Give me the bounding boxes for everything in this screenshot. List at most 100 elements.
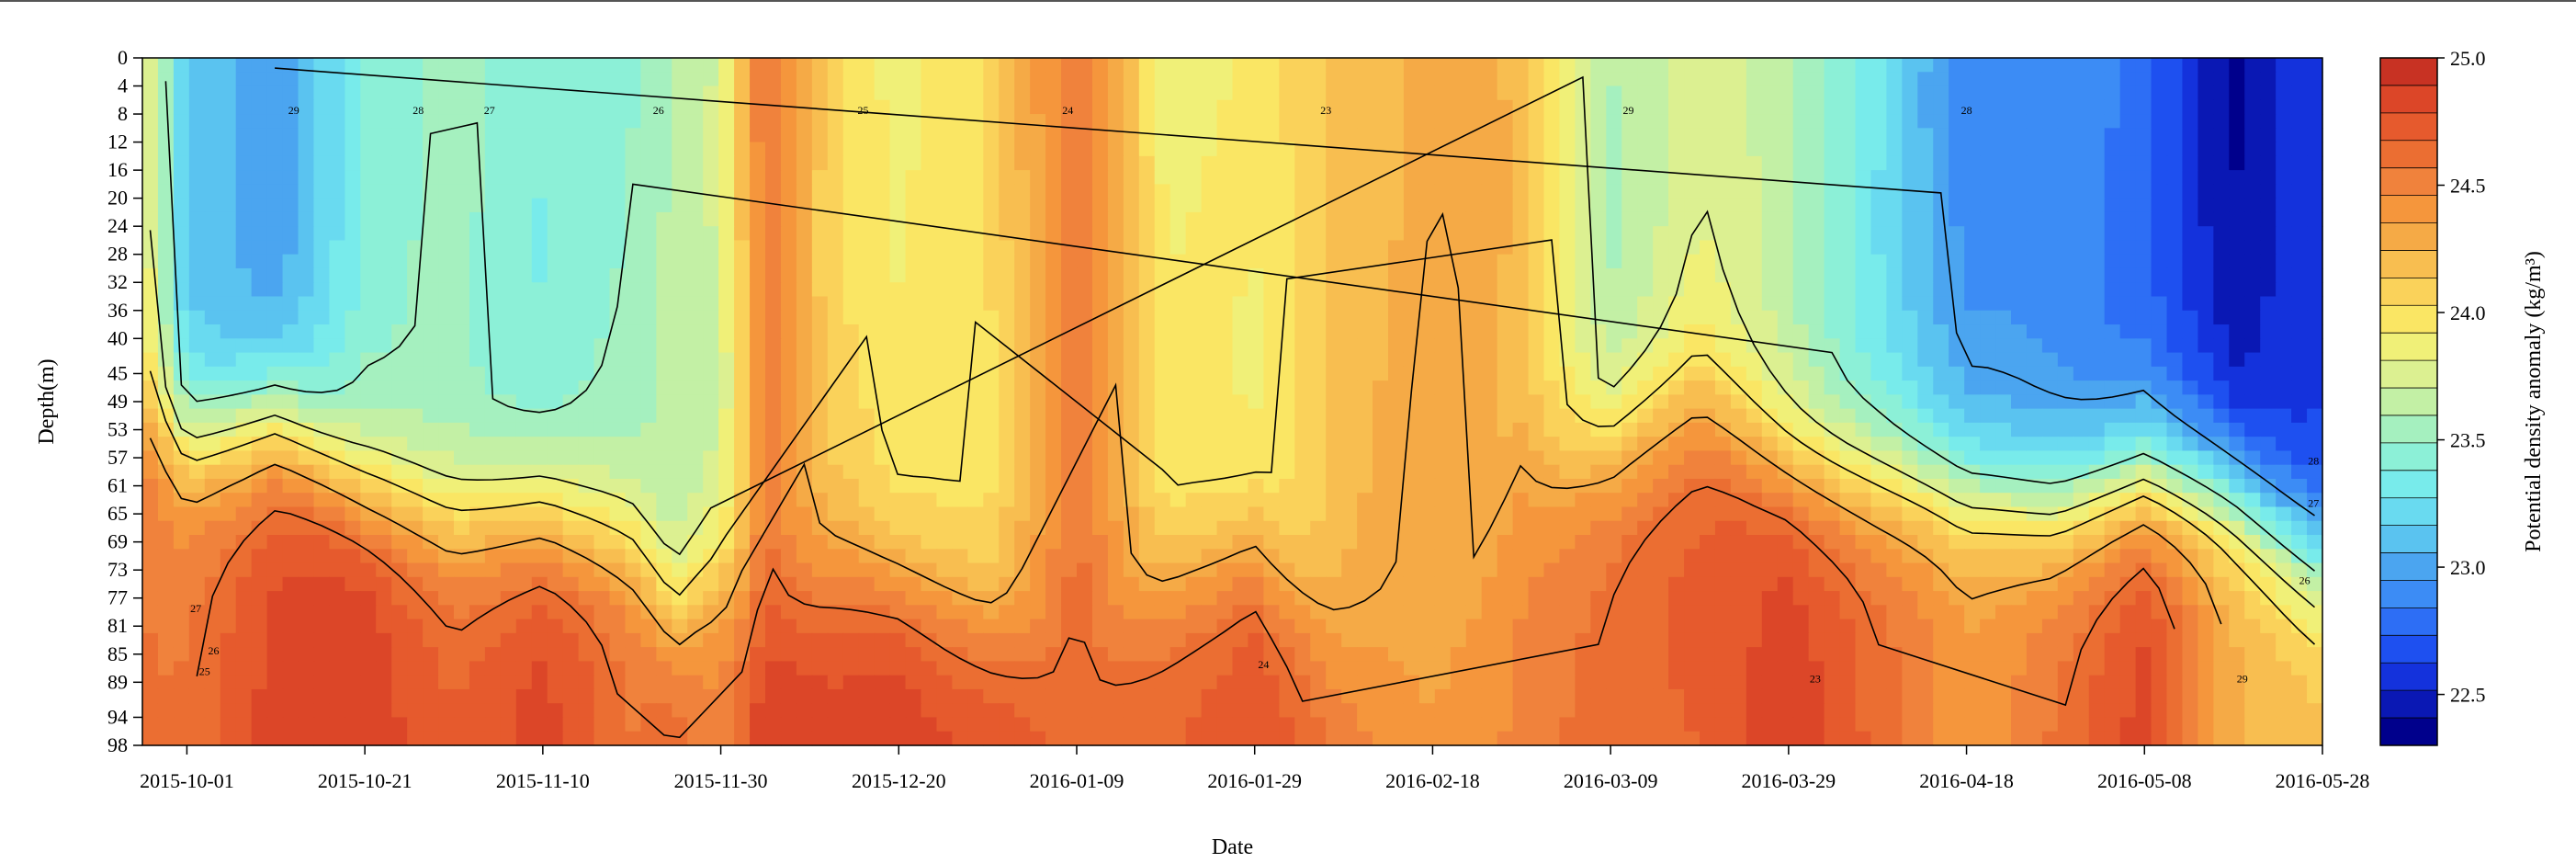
heatmap-cell — [1731, 100, 1747, 115]
heatmap-cell — [2058, 338, 2074, 353]
heatmap-cell — [1248, 437, 1264, 451]
heatmap-cell — [1155, 199, 1171, 213]
heatmap-cell — [1606, 521, 1622, 536]
heatmap-cell — [1326, 450, 1342, 465]
heatmap-cell — [1326, 423, 1342, 437]
heatmap-cell — [532, 338, 548, 353]
heatmap-cell — [1575, 450, 1591, 465]
heatmap-cell — [1030, 324, 1046, 339]
heatmap-cell — [1451, 338, 1467, 353]
heatmap-cell — [2167, 268, 2184, 283]
heatmap-cell — [2276, 311, 2292, 325]
heatmap-cell — [1668, 535, 1685, 550]
heatmap-cell — [952, 493, 968, 507]
heatmap-cell — [2105, 311, 2121, 325]
heatmap-cell — [1762, 72, 1779, 86]
heatmap-cell — [797, 156, 813, 171]
heatmap-cell — [967, 282, 984, 297]
heatmap-cell — [1435, 58, 1452, 73]
heatmap-cell — [828, 394, 844, 409]
heatmap-cell — [485, 549, 502, 563]
heatmap-cell — [797, 380, 813, 395]
heatmap-cell — [1045, 199, 1062, 213]
heatmap-cell — [734, 240, 751, 255]
heatmap-cell — [703, 72, 719, 86]
heatmap-cell — [921, 409, 938, 424]
heatmap-cell — [1310, 506, 1327, 521]
heatmap-cell — [1466, 226, 1483, 241]
heatmap-cell — [2276, 297, 2292, 312]
heatmap-cell — [2260, 58, 2277, 73]
heatmap-cell — [1778, 86, 1794, 101]
heatmap-cell — [407, 156, 424, 171]
heatmap-cell — [1886, 394, 1903, 409]
heatmap-cell — [1606, 549, 1622, 563]
heatmap-cell — [1762, 184, 1779, 199]
heatmap-cell — [1092, 212, 1109, 227]
heatmap-cell — [1466, 114, 1483, 129]
heatmap-cell — [1263, 535, 1280, 550]
heatmap-cell — [718, 338, 735, 353]
heatmap-cell — [718, 506, 735, 521]
heatmap-cell — [1451, 493, 1467, 507]
heatmap-cell — [360, 199, 377, 213]
heatmap-cell — [812, 170, 829, 185]
heatmap-cell — [1217, 72, 1234, 86]
heatmap-cell — [1279, 423, 1295, 437]
heatmap-cell — [1762, 128, 1779, 142]
heatmap-cell — [1590, 380, 1607, 395]
heatmap-cell — [1373, 212, 1389, 227]
heatmap-cell — [1933, 170, 1949, 185]
heatmap-cell — [890, 535, 907, 550]
heatmap-cell — [1263, 199, 1280, 213]
heatmap-cell — [859, 409, 876, 424]
heatmap-cell — [890, 521, 907, 536]
heatmap-cell — [2260, 282, 2277, 297]
heatmap-cell — [548, 268, 564, 283]
heatmap-cell — [2276, 465, 2292, 480]
heatmap-cell — [1809, 465, 1825, 480]
heatmap-cell — [252, 199, 268, 213]
heatmap-cell — [501, 255, 517, 269]
heatmap-cell — [1653, 394, 1669, 409]
heatmap-cell — [1700, 394, 1716, 409]
heatmap-cell — [1482, 324, 1498, 339]
heatmap-cell — [501, 100, 517, 115]
heatmap-cell — [1233, 72, 1249, 86]
heatmap-cell — [283, 255, 299, 269]
heatmap-cell — [563, 380, 580, 395]
heatmap-cell — [1825, 58, 1841, 73]
heatmap-cell — [2213, 479, 2230, 494]
heatmap-cell — [1155, 353, 1171, 368]
heatmap-cell — [936, 324, 953, 339]
heatmap-cell — [1980, 324, 1996, 339]
heatmap-cell — [2136, 184, 2152, 199]
heatmap-cell — [1497, 367, 1514, 381]
heatmap-cell — [376, 212, 392, 227]
heatmap-cell — [299, 394, 315, 409]
heatmap-cell — [1014, 450, 1031, 465]
heatmap-cell — [921, 423, 938, 437]
heatmap-cell — [376, 394, 392, 409]
heatmap-cell — [1419, 212, 1436, 227]
heatmap-cell — [142, 506, 159, 521]
heatmap-cell — [1092, 268, 1109, 283]
heatmap-cell — [1637, 380, 1654, 395]
heatmap-cell — [1762, 86, 1779, 101]
heatmap-cell — [2152, 114, 2168, 129]
heatmap-cell — [1778, 184, 1794, 199]
heatmap-cell — [2058, 324, 2074, 339]
heatmap-cell — [220, 367, 237, 381]
heatmap-cell — [220, 212, 237, 227]
heatmap-cell — [1155, 240, 1171, 255]
heatmap-cell — [236, 156, 253, 171]
heatmap-cell — [843, 493, 860, 507]
heatmap-cell — [812, 367, 829, 381]
heatmap-cell — [1404, 493, 1420, 507]
heatmap-cell — [501, 199, 517, 213]
heatmap-cell — [376, 255, 392, 269]
heatmap-cell — [2307, 479, 2323, 494]
heatmap-cell — [952, 58, 968, 73]
heatmap-cell — [687, 338, 704, 353]
heatmap-cell — [843, 58, 860, 73]
